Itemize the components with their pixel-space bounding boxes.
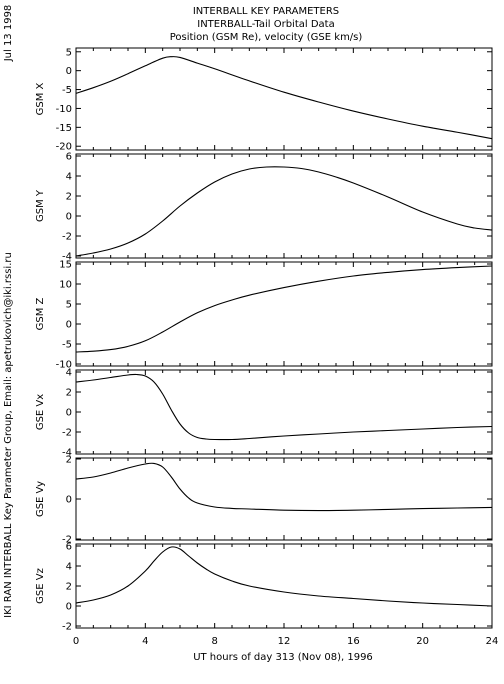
x-tick-label: 12 xyxy=(278,636,291,647)
y-axis-label: GSM X xyxy=(35,82,46,115)
panel-frame xyxy=(75,261,493,367)
series-line xyxy=(75,546,493,607)
series-line xyxy=(75,462,493,512)
y-tick-label: -4 xyxy=(62,252,72,263)
y-tick-label: 6 xyxy=(66,542,72,553)
figure-header: INTERBALL KEY PARAMETERS INTERBALL-Tail … xyxy=(170,6,363,43)
y-tick-label: 4 xyxy=(66,562,72,573)
y-axis-label: GSM Z xyxy=(35,297,46,330)
panel-2: 15 10 5 0 -5 -10 GSM Z xyxy=(35,260,493,371)
x-tick-label: 4 xyxy=(142,636,148,647)
y-tick-label: 15 xyxy=(59,260,72,271)
y-tick-label: -10 xyxy=(56,360,72,371)
y-tick-label: 10 xyxy=(59,280,72,291)
y-tick-label: 2 xyxy=(66,192,72,203)
panel-frame xyxy=(75,47,493,151)
panel-0: 5 0 -5 -10 -15 -20 GSM X xyxy=(35,47,493,153)
y-tick-label: 6 xyxy=(66,152,72,163)
y-tick-label: 5 xyxy=(66,47,72,58)
y-tick-label: 2 xyxy=(66,582,72,593)
y-tick-label: -5 xyxy=(62,85,72,96)
panel-3: 4 2 0 -2 -4 GSE Vx xyxy=(35,368,493,459)
x-tick-label: 8 xyxy=(211,636,217,647)
y-tick-label: -2 xyxy=(62,622,72,633)
panel-frame xyxy=(75,153,493,259)
header-subtitle: INTERBALL-Tail Orbital Data xyxy=(197,19,334,30)
panel-frame xyxy=(75,457,493,541)
y-axis-label: GSE Vy xyxy=(35,481,46,517)
series-line xyxy=(75,373,493,441)
x-tick-label: 16 xyxy=(347,636,360,647)
series-line xyxy=(75,166,493,257)
panel-4: 2 0 -2 GSE Vy xyxy=(35,455,493,546)
side-credit: IKI RAN INTERBALL Key Parameter Group, E… xyxy=(3,252,14,618)
y-tick-label: 4 xyxy=(66,172,72,183)
y-axis-label: GSM Y xyxy=(35,189,46,222)
y-tick-label: -2 xyxy=(62,535,72,546)
header-title: INTERBALL KEY PARAMETERS xyxy=(193,6,339,17)
panel-5: 6 4 2 0 -2 GSE Vz xyxy=(35,542,493,633)
y-tick-label: -4 xyxy=(62,448,72,459)
y-tick-label: 0 xyxy=(66,408,72,419)
y-tick-label: 2 xyxy=(66,455,72,466)
y-tick-label: 0 xyxy=(66,212,72,223)
y-tick-label: 5 xyxy=(66,300,72,311)
x-tick-label: 20 xyxy=(416,636,429,647)
y-tick-label: 2 xyxy=(66,388,72,399)
panel-frame xyxy=(75,543,493,629)
y-tick-label: -5 xyxy=(62,340,72,351)
y-tick-label: -2 xyxy=(62,232,72,243)
y-tick-label: 0 xyxy=(66,320,72,331)
panel-frame xyxy=(75,369,493,455)
y-tick-label: -15 xyxy=(56,123,72,134)
y-axis-label: GSE Vx xyxy=(35,394,46,430)
y-axis-label: GSE Vz xyxy=(35,568,46,604)
series-line xyxy=(75,56,493,140)
x-tick-label: 24 xyxy=(486,636,499,647)
x-axis: 0 4 8 12 16 20 24 xyxy=(73,636,499,647)
y-tick-label: -2 xyxy=(62,428,72,439)
y-tick-label: 0 xyxy=(66,495,72,506)
y-tick-label: 0 xyxy=(66,602,72,613)
y-tick-label: 4 xyxy=(66,368,72,379)
series-line xyxy=(75,265,493,353)
y-tick-label: -20 xyxy=(56,142,72,153)
y-tick-label: 0 xyxy=(66,66,72,77)
panel-1: 6 4 2 0 -2 -4 GSM Y xyxy=(35,152,493,263)
header-units: Position (GSM Re), velocity (GSE km/s) xyxy=(170,32,363,43)
y-tick-label: -10 xyxy=(56,104,72,115)
side-date: Jul 13 1998 xyxy=(3,5,14,63)
x-axis-label: UT hours of day 313 (Nov 08), 1996 xyxy=(193,652,373,663)
x-tick-label: 0 xyxy=(73,636,79,647)
